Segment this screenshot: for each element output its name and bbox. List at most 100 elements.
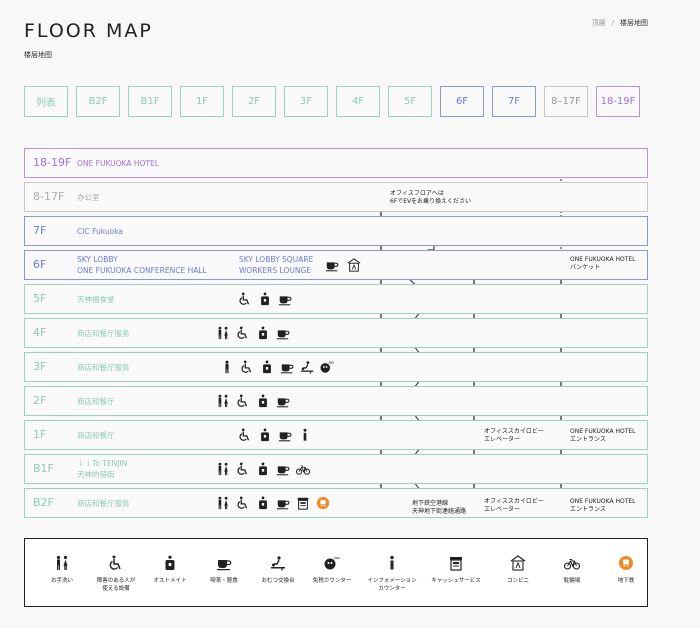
accessible-restroom-icon xyxy=(238,428,252,442)
floor-label: 3F xyxy=(33,360,47,373)
floor-facility-icons xyxy=(325,258,361,272)
floor-name-line: 天神福食堂 xyxy=(77,294,115,304)
ostomate-icon xyxy=(162,555,178,571)
floor-name-line: CIC Fukuoka xyxy=(77,226,123,236)
bicycle-parking-icon xyxy=(564,555,580,571)
tab-18-19f[interactable]: 18-19F xyxy=(596,86,640,117)
floor-row-b1f[interactable]: B1F ｉｉTo TENJIN 天神的骑街 xyxy=(24,454,648,484)
floor-name: CIC Fukuoka xyxy=(77,217,123,245)
page-subtitle: 楼层地图 xyxy=(24,51,52,59)
convenience-store-icon xyxy=(510,555,526,571)
floor-row-18-19f[interactable]: 18-19F ONE FUKUOKA HOTEL xyxy=(24,148,648,178)
floor-label: 18-19F xyxy=(33,156,72,169)
floor-row-4f[interactable]: 4F 商店和餐厅服务 xyxy=(24,318,648,348)
legend-label: おむつ交換台 xyxy=(243,577,313,585)
floor-name: 商店和餐厅服务 xyxy=(77,489,130,517)
floor-row-1f[interactable]: 1F 商店和餐厅 xyxy=(24,420,648,450)
floor-label: 2F xyxy=(33,394,47,407)
ostomate-icon xyxy=(260,360,274,374)
ostomate-icon xyxy=(256,394,270,408)
legend-label: お手洗い xyxy=(27,577,97,585)
floor-label: 8-17F xyxy=(33,190,65,203)
legend-item-bicycle-parking: 駐輪場 xyxy=(537,555,607,585)
note-line: ONE FUKUOKA HOTEL xyxy=(570,498,636,505)
cafe-icon xyxy=(276,394,290,408)
floor-name: ONE FUKUOKA HOTEL xyxy=(77,149,159,177)
floor-row-8-17f[interactable]: 8-17F 办公室 xyxy=(24,182,648,212)
note-line: ONE FUKUOKA HOTEL xyxy=(570,428,636,435)
floor-row-2f[interactable]: 2F 商店和餐厅 xyxy=(24,386,648,416)
accessible-restroom-icon xyxy=(236,462,250,476)
ostomate-icon xyxy=(256,326,270,340)
tab-7f[interactable]: 7F xyxy=(492,86,536,117)
tab-6f[interactable]: 6F xyxy=(440,86,484,117)
note-line: ONE FUKUOKA HOTEL xyxy=(570,256,636,263)
legend-label-line: 地下鉄 xyxy=(617,578,635,584)
information-icon xyxy=(384,555,400,571)
floor-name-line: ONE FUKUOKA HOTEL xyxy=(77,158,159,168)
note-line: バンケット xyxy=(570,264,601,271)
note-line: エレベーター xyxy=(484,436,521,443)
restroom-icon xyxy=(216,496,230,510)
tab-b2f[interactable]: B2F xyxy=(76,86,120,117)
floor-row-7f[interactable]: 7F CIC Fukuoka xyxy=(24,216,648,246)
tab-2f[interactable]: 2F xyxy=(232,86,276,117)
legend-item-diaper-change: おむつ交換台 xyxy=(243,555,313,585)
legend-label-line: 駐輪場 xyxy=(563,578,581,584)
note-line: オフィススカイロビー xyxy=(484,428,544,435)
floor-facility-icons xyxy=(238,292,292,306)
legend-item-subway: 地下鉄 xyxy=(591,555,661,585)
atm-icon xyxy=(448,555,464,571)
accessible-restroom-icon xyxy=(238,292,252,306)
ostomate-icon xyxy=(258,292,272,306)
cafe-icon xyxy=(278,292,292,306)
legend-label-line: 使える設備 xyxy=(102,586,130,592)
tab-8-17f[interactable]: 8–17F xyxy=(544,86,588,117)
floor-label: B1F xyxy=(33,462,54,475)
floor-row-6f[interactable]: 6F SKY LOBBY ONE FUKUOKA CONFERENCE HALL SK… xyxy=(24,250,648,280)
floor-name: ｉｉTo TENJIN 天神的骑街 xyxy=(77,455,127,483)
tab-4f[interactable]: 4F xyxy=(336,86,380,117)
note-subway-passage: 地下鉄空港線 天神地下街連絡通路 xyxy=(412,500,466,516)
tax-free-counter-icon: Japan xyxy=(320,360,334,374)
note-office-sky-lobby-1f: オフィススカイロビー エレベーター xyxy=(484,428,544,444)
breadcrumb-home-link[interactable]: 顶層 xyxy=(591,19,606,27)
tab-b1f[interactable]: B1F xyxy=(128,86,172,117)
floor-row-b2f[interactable]: B2F 商店和餐厅服务 xyxy=(24,488,648,518)
legend-item-ostomate: オストメイト xyxy=(135,555,205,585)
accessible-restroom-icon xyxy=(108,555,124,571)
floor-name: 商店和餐厅 xyxy=(77,387,115,415)
floor-row-5f[interactable]: 5F 天神福食堂 xyxy=(24,284,648,314)
floor-name-line: 办公室 xyxy=(77,192,100,202)
legend-label-line: インフォメーション xyxy=(367,578,417,584)
legend-item-information: インフォメーション カウンター xyxy=(357,555,427,593)
legend-item-cafe: 喫茶・軽食 xyxy=(189,555,259,585)
legend-label-line: カウンター xyxy=(378,586,406,592)
floor-name: 商店和餐厅服务 xyxy=(77,319,130,347)
tab-3f[interactable]: 3F xyxy=(284,86,328,117)
tab--[interactable]: 列表 xyxy=(24,86,68,117)
note-office-floor: オフィスフロアへは 6FでEVをお乗り換えください xyxy=(390,190,471,206)
restroom-icon xyxy=(216,462,230,476)
legend-label: インフォメーション カウンター xyxy=(357,577,427,593)
floor-facility-icons xyxy=(216,326,290,340)
legend-label: 駐輪場 xyxy=(537,577,607,585)
legend-label: 障害のある人が 使える設備 xyxy=(81,577,151,593)
information-icon xyxy=(298,428,312,442)
floor-label: 6F xyxy=(33,258,47,271)
accessible-restroom-icon xyxy=(236,394,250,408)
note-office-sky-lobby-b2f: オフィススカイロビー エレベーター xyxy=(484,498,544,514)
tab-5f[interactable]: 5F xyxy=(388,86,432,117)
legend-label-line: 免税カウンター xyxy=(312,578,352,584)
note-line: オフィススカイロビー xyxy=(484,498,544,505)
floor-label: B2F xyxy=(33,496,54,509)
ostomate-icon xyxy=(256,496,270,510)
tab-1f[interactable]: 1F xyxy=(180,86,224,117)
tax-free-counter-icon: Japan xyxy=(324,555,340,571)
floor-row-3f[interactable]: 3F 商店和餐厅服务 Japan xyxy=(24,352,648,382)
breadcrumb: 顶層 / 楼层地图 xyxy=(592,18,648,28)
floor-name-line: ONE FUKUOKA CONFERENCE HALL xyxy=(77,266,207,275)
legend-label-line: 喫茶・軽食 xyxy=(210,578,238,584)
legend-label-line: 障害のある人が xyxy=(96,578,136,584)
